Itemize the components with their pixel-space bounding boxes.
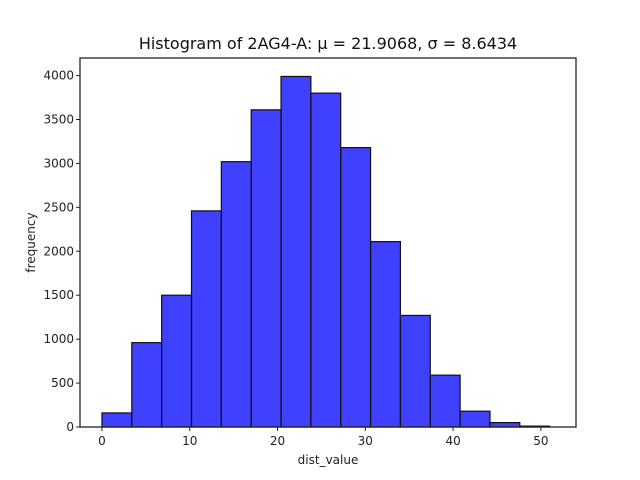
y-axis-ticks: 0 500 1000 1500 2000 2500 3000 3500 4000	[43, 69, 80, 434]
bars-group	[101, 75, 551, 428]
histogram-bar	[369, 241, 402, 428]
y-tick-label: 4000	[43, 69, 74, 83]
y-tick-label: 0	[66, 420, 74, 434]
y-axis-title: frequency	[24, 212, 38, 272]
histogram-bar	[101, 412, 133, 428]
y-tick-label: 2000	[43, 244, 74, 258]
histogram-bar	[340, 147, 372, 428]
x-tick-label: 40	[445, 434, 460, 448]
histogram-bar	[131, 342, 163, 428]
histogram-bar	[190, 210, 222, 428]
y-tick-label: 1500	[43, 288, 74, 302]
x-axis-title: dist_value	[298, 453, 359, 467]
x-tick-label: 20	[270, 434, 285, 448]
histogram-bar	[489, 422, 521, 428]
histogram-bar	[459, 410, 491, 428]
x-tick-label: 0	[98, 434, 106, 448]
y-tick-label: 3500	[43, 113, 74, 127]
histogram-bar	[399, 314, 431, 428]
histogram-bar	[429, 374, 461, 428]
plot-frame	[79, 57, 577, 428]
histogram-bar	[220, 161, 252, 428]
x-tick-label: 30	[358, 434, 373, 448]
histogram-bar	[161, 294, 193, 428]
x-tick-label: 10	[182, 434, 197, 448]
histogram-bar	[280, 75, 312, 428]
y-tick-label: 1000	[43, 332, 74, 346]
histogram-bar	[250, 109, 282, 428]
chart-title: Histogram of 2AG4-A: μ = 21.9068, σ = 8.…	[139, 34, 517, 53]
y-tick-label: 500	[51, 376, 74, 390]
y-tick-label: 3000	[43, 156, 74, 170]
x-axis-ticks: 0 10 20 30 40 50	[98, 427, 549, 448]
histogram-bar	[310, 92, 342, 428]
x-tick-label: 50	[533, 434, 548, 448]
y-tick-label: 2500	[43, 200, 74, 214]
